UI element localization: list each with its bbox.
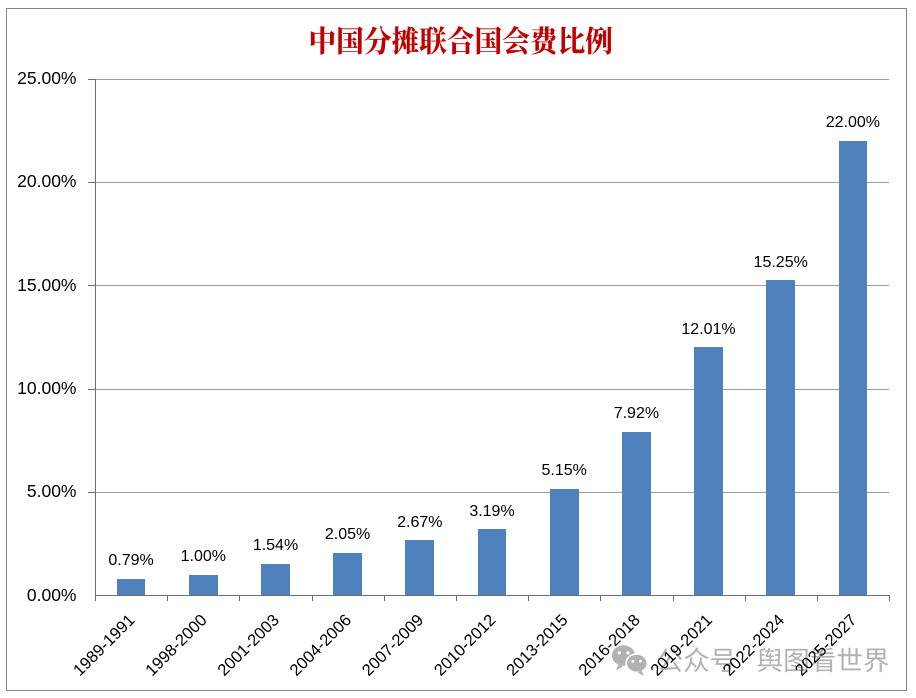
svg-text:1989-1991: 1989-1991 xyxy=(70,611,139,680)
svg-text:2001-2003: 2001-2003 xyxy=(214,611,283,680)
svg-text:1998-2000: 1998-2000 xyxy=(142,611,211,680)
svg-text:2025-2027: 2025-2027 xyxy=(792,611,861,680)
svg-text:2004-2006: 2004-2006 xyxy=(286,611,355,680)
svg-text:2016-2018: 2016-2018 xyxy=(575,611,644,680)
svg-text:2013-2015: 2013-2015 xyxy=(503,611,572,680)
svg-text:2022-2024: 2022-2024 xyxy=(720,611,789,680)
svg-text:2007-2009: 2007-2009 xyxy=(359,611,428,680)
svg-text:2010-2012: 2010-2012 xyxy=(431,611,500,680)
svg-text:2019-2021: 2019-2021 xyxy=(647,611,716,680)
